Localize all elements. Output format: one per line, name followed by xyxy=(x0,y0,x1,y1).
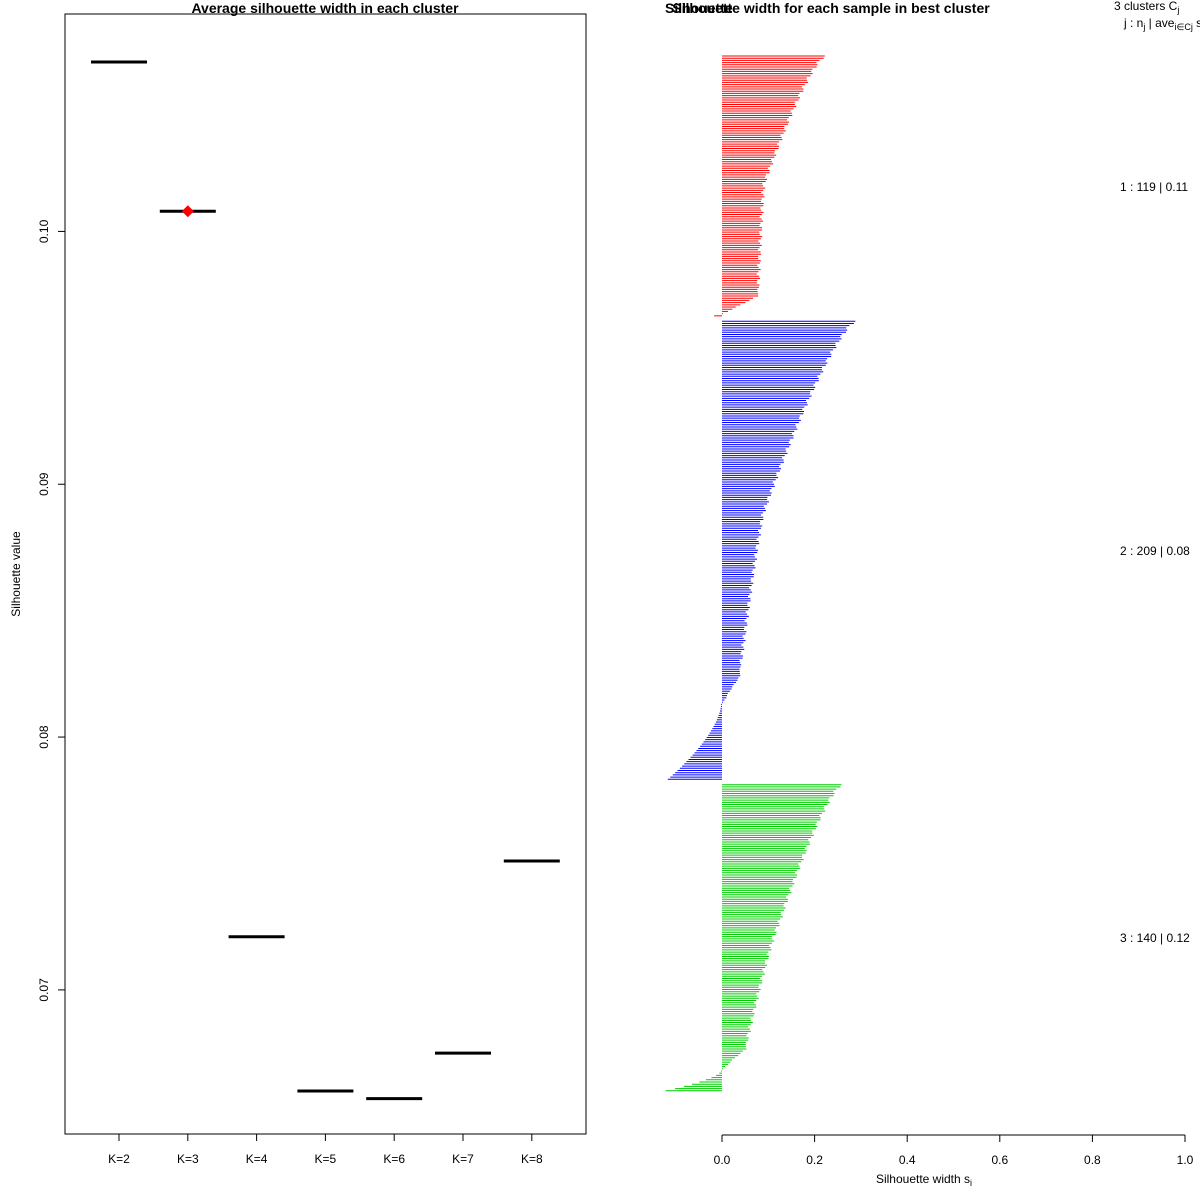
best-k-marker xyxy=(181,205,194,218)
cluster-legend-header: 3 clusters Cj j : nj | avei∈Cj s xyxy=(1114,0,1200,32)
right-chart: Silhouette Silhouette width for each sam… xyxy=(665,0,1200,1188)
right-x-tick-label: 1.0 xyxy=(1177,1153,1194,1167)
legend-header-line-1: 3 clusters Cj xyxy=(1114,0,1179,15)
cluster-1-bars xyxy=(714,55,825,317)
left-plot-frame xyxy=(64,13,587,1135)
legend-header-line-2: j : nj | avei∈Cj s xyxy=(1123,16,1200,32)
left-y-tick-label: 0.10 xyxy=(37,219,51,243)
left-segments xyxy=(91,60,560,1101)
left-x-tick-label: K=7 xyxy=(452,1152,474,1166)
left-chart: Average silhouette width in each cluster… xyxy=(9,0,587,1166)
right-x-tick-label: 0.4 xyxy=(899,1153,916,1167)
left-y-tick-label: 0.07 xyxy=(37,978,51,1002)
right-x-axis-label: Silhouette width si xyxy=(876,1172,972,1188)
cluster-3-summary: 3 : 140 | 0.12 xyxy=(1120,931,1190,945)
left-x-tick-label: K=3 xyxy=(177,1152,199,1166)
left-y-tick-label: 0.09 xyxy=(37,472,51,496)
left-x-axis: K=2 K=3 K=4 K=5 K=6 K=7 K=8 xyxy=(108,1134,543,1166)
cluster-1-summary: 1 : 119 | 0.11 xyxy=(1120,180,1188,194)
left-chart-title: Average silhouette width in each cluster xyxy=(191,0,459,16)
left-y-tick-label: 0.08 xyxy=(37,725,51,749)
left-y-axis: 0.07 0.08 0.09 0.10 xyxy=(37,219,65,1002)
right-x-tick-label: 0.6 xyxy=(991,1153,1008,1167)
left-x-tick-label: K=6 xyxy=(383,1152,405,1166)
cluster-2-bars xyxy=(667,320,856,780)
left-x-tick-label: K=8 xyxy=(521,1152,543,1166)
right-x-tick-label: 0.2 xyxy=(806,1153,823,1167)
right-chart-title: Silhouette width for each sample in best… xyxy=(672,0,990,16)
right-x-tick-label: 0.8 xyxy=(1084,1153,1101,1167)
cluster-2-summary: 2 : 209 | 0.08 xyxy=(1120,544,1190,558)
right-x-tick-label: 0.0 xyxy=(714,1153,731,1167)
left-y-axis-label: Silhouette value xyxy=(9,531,23,617)
right-bars xyxy=(665,55,856,1092)
left-x-tick-label: K=2 xyxy=(108,1152,130,1166)
left-x-tick-label: K=4 xyxy=(246,1152,268,1166)
cluster-3-bars xyxy=(665,784,842,1092)
right-chart-title-overlap: Silhouette xyxy=(665,0,733,16)
right-x-axis: 0.0 0.2 0.4 0.6 0.8 1.0 xyxy=(714,1134,1194,1167)
left-x-tick-label: K=5 xyxy=(315,1152,337,1166)
